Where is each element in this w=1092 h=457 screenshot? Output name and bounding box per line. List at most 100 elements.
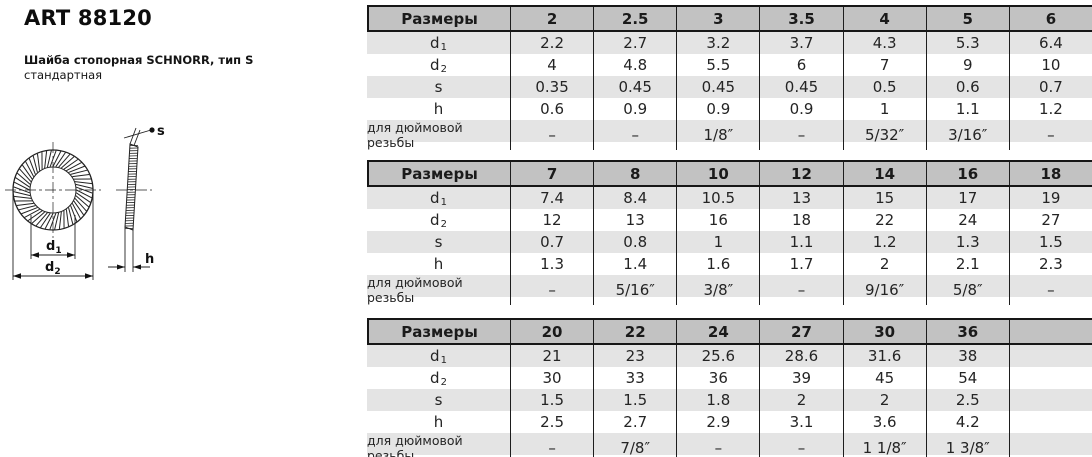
row-label-s: s — [434, 391, 443, 409]
value-cell: – — [1008, 120, 1092, 150]
value-cell: 1.5 — [1008, 231, 1092, 253]
value-cell: 7 — [842, 54, 926, 76]
value-cell: 1/8″ — [676, 120, 759, 150]
value-cell: 0.7 — [510, 231, 593, 253]
value-cell: 0.6 — [510, 98, 593, 120]
value-cell: – — [759, 433, 842, 457]
table-row-inch: для дюймовой резьбы –5/16″ 3/8″ –9/16″ 5/8″ – — [367, 275, 1092, 305]
value-cell: 1.2 — [842, 231, 926, 253]
row-label-h: h — [433, 255, 444, 273]
table-row-s: s 1.5 1.5 1.8 2 2 2.5 — [367, 389, 1092, 411]
row-label-subscript: 2 — [440, 376, 447, 388]
table-row-h: h 0.6 0.9 0.9 0.9 1 1.1 1.2 — [367, 98, 1092, 120]
value-cell: 27 — [1008, 209, 1092, 231]
value-cell: 0.9 — [759, 98, 842, 120]
d1-dimension-label: d1 — [46, 239, 62, 256]
value-cell: 2 — [842, 253, 926, 275]
value-cell: 0.9 — [676, 98, 759, 120]
table-row-s: s 0.35 0.45 0.45 0.45 0.5 0.6 0.7 — [367, 76, 1092, 98]
value-cell: 2.9 — [676, 411, 759, 433]
row-label-s: s — [434, 78, 443, 96]
value-cell: 38 — [925, 345, 1009, 367]
row-label-base: d — [430, 211, 440, 229]
value-cell: 1.3 — [510, 253, 593, 275]
value-cell: 19 — [1008, 187, 1092, 209]
row-label-subscript: 2 — [440, 218, 447, 230]
value-cell: 0.45 — [593, 76, 676, 98]
size-header: 2 — [510, 7, 593, 30]
value-cell: 1.1 — [925, 98, 1009, 120]
value-cell: 24 — [925, 209, 1009, 231]
row-label-base: d — [430, 56, 440, 74]
row-label-h: h — [433, 100, 444, 118]
size-header: 7 — [510, 162, 593, 185]
value-cell: 21 — [510, 345, 593, 367]
value-cell: 2 — [842, 389, 926, 411]
row-label-subscript: 2 — [440, 63, 447, 75]
value-cell: 10.5 — [676, 187, 759, 209]
value-cell: 33 — [593, 367, 676, 389]
value-cell: 2.3 — [1008, 253, 1092, 275]
size-header: 8 — [593, 162, 676, 185]
size-header: 4 — [842, 7, 926, 30]
value-cell: 30 — [510, 367, 593, 389]
value-cell: 15 — [842, 187, 926, 209]
table-row-h: h 2.5 2.7 2.9 3.1 3.6 4.2 — [367, 411, 1092, 433]
value-cell: 16 — [676, 209, 759, 231]
value-cell: 10 — [1008, 54, 1092, 76]
table-corner-label: Размеры — [367, 162, 510, 185]
row-label-subscript: 1 — [440, 196, 447, 208]
value-cell: 1 — [842, 98, 926, 120]
value-cell: 1.3 — [925, 231, 1009, 253]
table-corner-label: Размеры — [367, 320, 510, 343]
value-cell: 4 — [510, 54, 593, 76]
table-row-d2: d 2 30 33 36 39 45 54 — [367, 367, 1092, 389]
size-header: 36 — [925, 320, 1009, 343]
value-cell: 9 — [925, 54, 1009, 76]
value-cell: 23 — [593, 345, 676, 367]
dimension-table-small-sizes: Размеры 2 2.5 3 3.5 4 5 6 d 1 2.2 2.7 3.2 3.7 4.3 5.3 6.… — [367, 5, 1092, 150]
size-header: 6 — [1008, 7, 1092, 30]
value-cell: 2.2 — [510, 32, 593, 54]
value-cell: 31.6 — [842, 345, 926, 367]
size-header: 3 — [676, 7, 759, 30]
row-label-inch: для дюймовой резьбы — [367, 275, 463, 305]
table-row-inch: для дюймовой резьбы –7/8″ – –1 1/8″ 1 3/8″ — [367, 433, 1092, 457]
value-cell: – — [759, 120, 842, 150]
value-cell: – — [510, 275, 593, 305]
value-cell: 1.5 — [593, 389, 676, 411]
size-header: 10 — [676, 162, 759, 185]
value-cell: 2.5 — [510, 411, 593, 433]
serration-pattern — [13, 150, 93, 230]
value-cell: 1.7 — [759, 253, 842, 275]
value-cell — [1008, 367, 1092, 389]
row-label-base: d — [430, 347, 440, 365]
value-cell: 9/16″ — [842, 275, 926, 305]
product-name: Шайба стопорная SCHNORR, тип S — [24, 53, 254, 67]
value-cell: 17 — [925, 187, 1009, 209]
value-cell: 3/16″ — [925, 120, 1009, 150]
value-cell: 0.35 — [510, 76, 593, 98]
value-cell: – — [759, 275, 842, 305]
size-header: 20 — [510, 320, 593, 343]
value-cell: 0.8 — [593, 231, 676, 253]
value-cell: 5/32″ — [842, 120, 926, 150]
dimension-table-medium-sizes: Размеры 7 8 10 12 14 16 18 d 1 7.4 8.4 10.5 13 15 17 19 d… — [367, 160, 1092, 305]
size-header: 5 — [925, 7, 1009, 30]
outer-circle — [12, 149, 94, 231]
value-cell — [1008, 411, 1092, 433]
value-cell: 25.6 — [676, 345, 759, 367]
table-corner-label: Размеры — [367, 7, 510, 30]
value-cell: 7/8″ — [593, 433, 676, 457]
size-header: 2.5 — [593, 7, 676, 30]
value-cell: 1.5 — [510, 389, 593, 411]
size-header: 16 — [925, 162, 1009, 185]
value-cell: 8.4 — [593, 187, 676, 209]
value-cell: 28.6 — [759, 345, 842, 367]
value-cell: 3.2 — [676, 32, 759, 54]
s-dimension-label: s — [157, 124, 165, 139]
value-cell: 1.8 — [676, 389, 759, 411]
